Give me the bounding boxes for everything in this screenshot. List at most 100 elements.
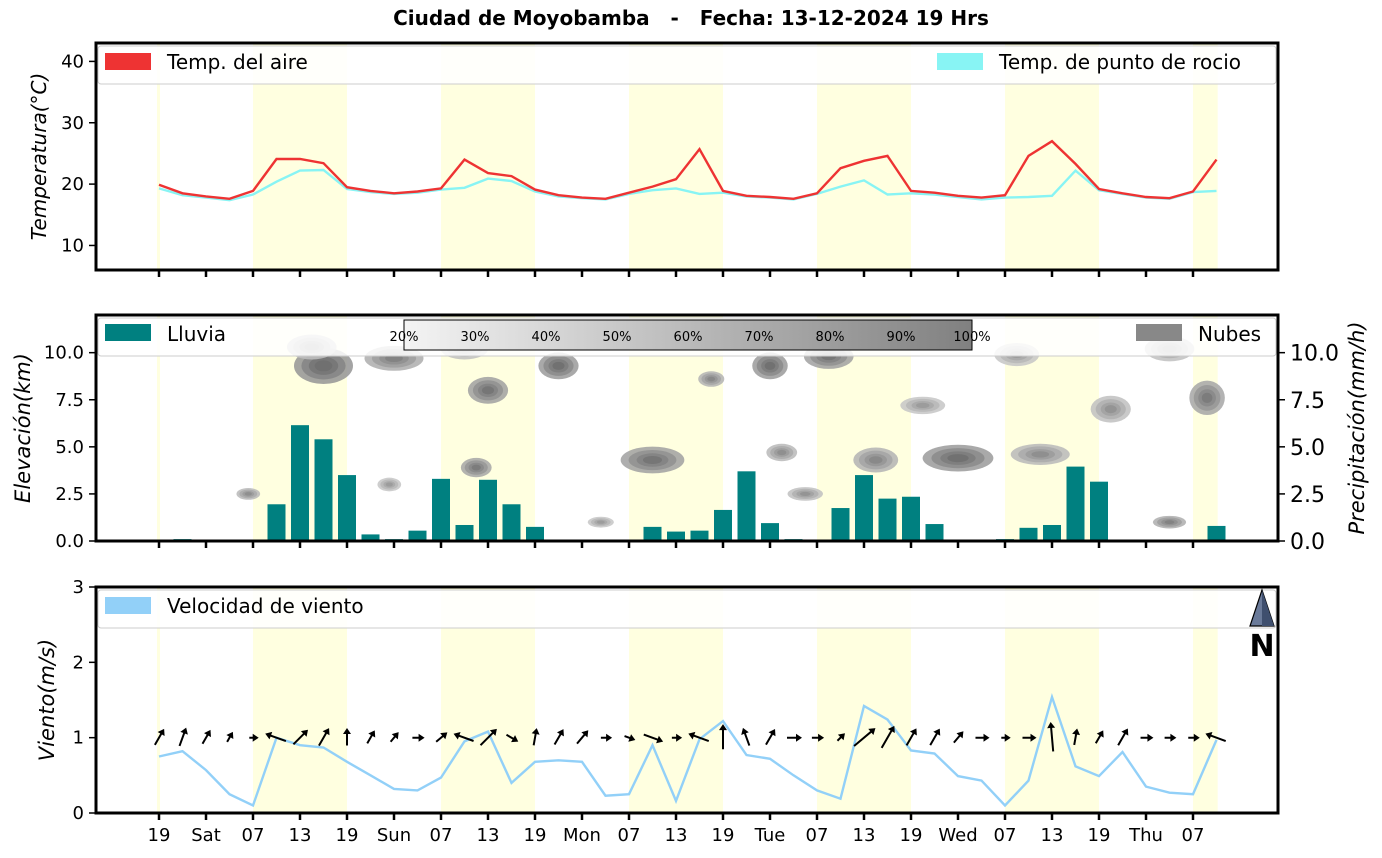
cloud-contour (764, 361, 776, 370)
rain-bar (314, 439, 333, 541)
cloud-patch (900, 396, 946, 415)
wind-arrow (178, 727, 188, 747)
x-tick-label: 13 (289, 825, 312, 846)
day-shade (157, 315, 160, 541)
wind-arrow (479, 728, 497, 746)
rain-bar (338, 475, 356, 541)
x-tick-label: 19 (336, 825, 359, 846)
wind-arrow-shape (531, 728, 540, 746)
wind-arrow (880, 725, 895, 749)
wind-arrow-shape (929, 728, 941, 746)
cloud-contour (471, 464, 481, 471)
rain-bar (1090, 481, 1108, 541)
cloud-patch (236, 488, 261, 500)
wind-arrow (249, 733, 259, 742)
rain-bar (902, 496, 920, 541)
x-tick-label: 13 (1041, 825, 1064, 846)
cloud-patch (1010, 443, 1070, 465)
x-tick-label: 07 (430, 825, 453, 846)
x-tick-label: 13 (853, 825, 876, 846)
y-tick-label: 3 (73, 577, 84, 598)
wind-arrow (975, 733, 990, 742)
wind-arrow (765, 729, 776, 746)
legend-label-temp-air: Temp. del aire (166, 50, 308, 74)
legend-label-dew-point: Temp. de punto de rocio (998, 50, 1241, 74)
wind-arrow-shape (505, 733, 519, 743)
y-tick-label: 0.0 (55, 531, 84, 552)
compass-label: N (1249, 629, 1274, 664)
cloud-contour (947, 454, 969, 463)
cloud-scale-label: 40% (532, 330, 561, 345)
y-tick-label-right: 7.5 (1290, 389, 1325, 414)
wind-arrow-shape (1117, 728, 1129, 746)
x-tick-label: 07 (242, 825, 265, 846)
y-tick-label-right: 2.5 (1290, 483, 1325, 508)
y-tick-label: 2.5 (55, 484, 84, 505)
wind-arrow (836, 733, 845, 742)
wind-arrow (1072, 728, 1081, 746)
cloud-scale-label: 80% (816, 330, 845, 345)
wind-arrow (624, 734, 636, 742)
cloud-scale-label: 50% (603, 330, 632, 345)
wind-arrow-shape (853, 728, 876, 747)
y-axis-label-right: Precipitación(mm/h) (1345, 321, 1369, 534)
rain-bar (432, 478, 450, 541)
cloud-contour (642, 455, 663, 465)
cloud-contour (481, 386, 495, 395)
wind-arrow (643, 733, 664, 744)
wind-arrow-shape (671, 733, 683, 742)
wind-arrow (201, 729, 211, 745)
wind-arrow-shape (366, 730, 376, 744)
y-tick-label: 7.5 (55, 390, 84, 411)
wind-arrow-shape (154, 728, 165, 746)
cloud-scale-label: 30% (461, 330, 490, 345)
wind-arrow (576, 730, 589, 745)
rain-bar (643, 526, 662, 541)
axes-frame (94, 313, 1280, 543)
wind-arrow (435, 732, 448, 743)
wind-arrow-shape (787, 733, 802, 742)
rain-bar (690, 530, 709, 541)
legend-swatch-rain (105, 324, 151, 341)
cloud-patch (698, 371, 725, 387)
cloud-contour (385, 482, 393, 487)
rain-bar (1019, 527, 1038, 541)
wind-arrow (389, 732, 399, 743)
y-tick-label: 40 (61, 51, 84, 72)
wind-arrow-shape (553, 729, 564, 746)
wind-arrow (1001, 733, 1011, 742)
cloud-patch (620, 446, 685, 474)
wind-arrow-shape (249, 733, 259, 742)
rain-bar (267, 504, 286, 541)
y-tick-label: 2 (73, 652, 84, 673)
y-tick-label: 20 (61, 174, 84, 195)
wind-arrow-shape (318, 728, 330, 747)
y-axis-label: Temperatura(°C) (27, 73, 51, 241)
cloud-patch (787, 487, 823, 501)
wind-arrow (600, 733, 613, 742)
north-arrow-shade (1262, 590, 1274, 626)
wind-arrow-shape (292, 729, 308, 745)
wind-arrow (531, 728, 540, 746)
x-tick-label: 07 (1182, 825, 1205, 846)
x-tick-label: Sun (377, 825, 411, 846)
wind-arrow (688, 731, 710, 743)
dew-point-line (158, 168, 1217, 202)
wind-speed-line (158, 692, 1218, 808)
wind-arrow (453, 732, 474, 742)
wind-arrow-shape (576, 730, 589, 745)
rain-bar (1043, 524, 1061, 541)
wind-arrow-shape (389, 732, 399, 743)
y-axis-label: Viento(m/s) (35, 639, 59, 761)
cloud-contour (1164, 520, 1175, 525)
y-tick-label: 10 (61, 235, 84, 256)
cloud-contour (314, 360, 333, 372)
cloud-contour (869, 456, 883, 464)
cloud-patch (377, 477, 402, 492)
chart-title: Ciudad de Moyobamba - Fecha: 13-12-2024 … (393, 6, 989, 30)
x-tick-label: 19 (148, 825, 171, 846)
wind-arrow-shape (201, 729, 211, 745)
rain-bar (291, 425, 309, 541)
